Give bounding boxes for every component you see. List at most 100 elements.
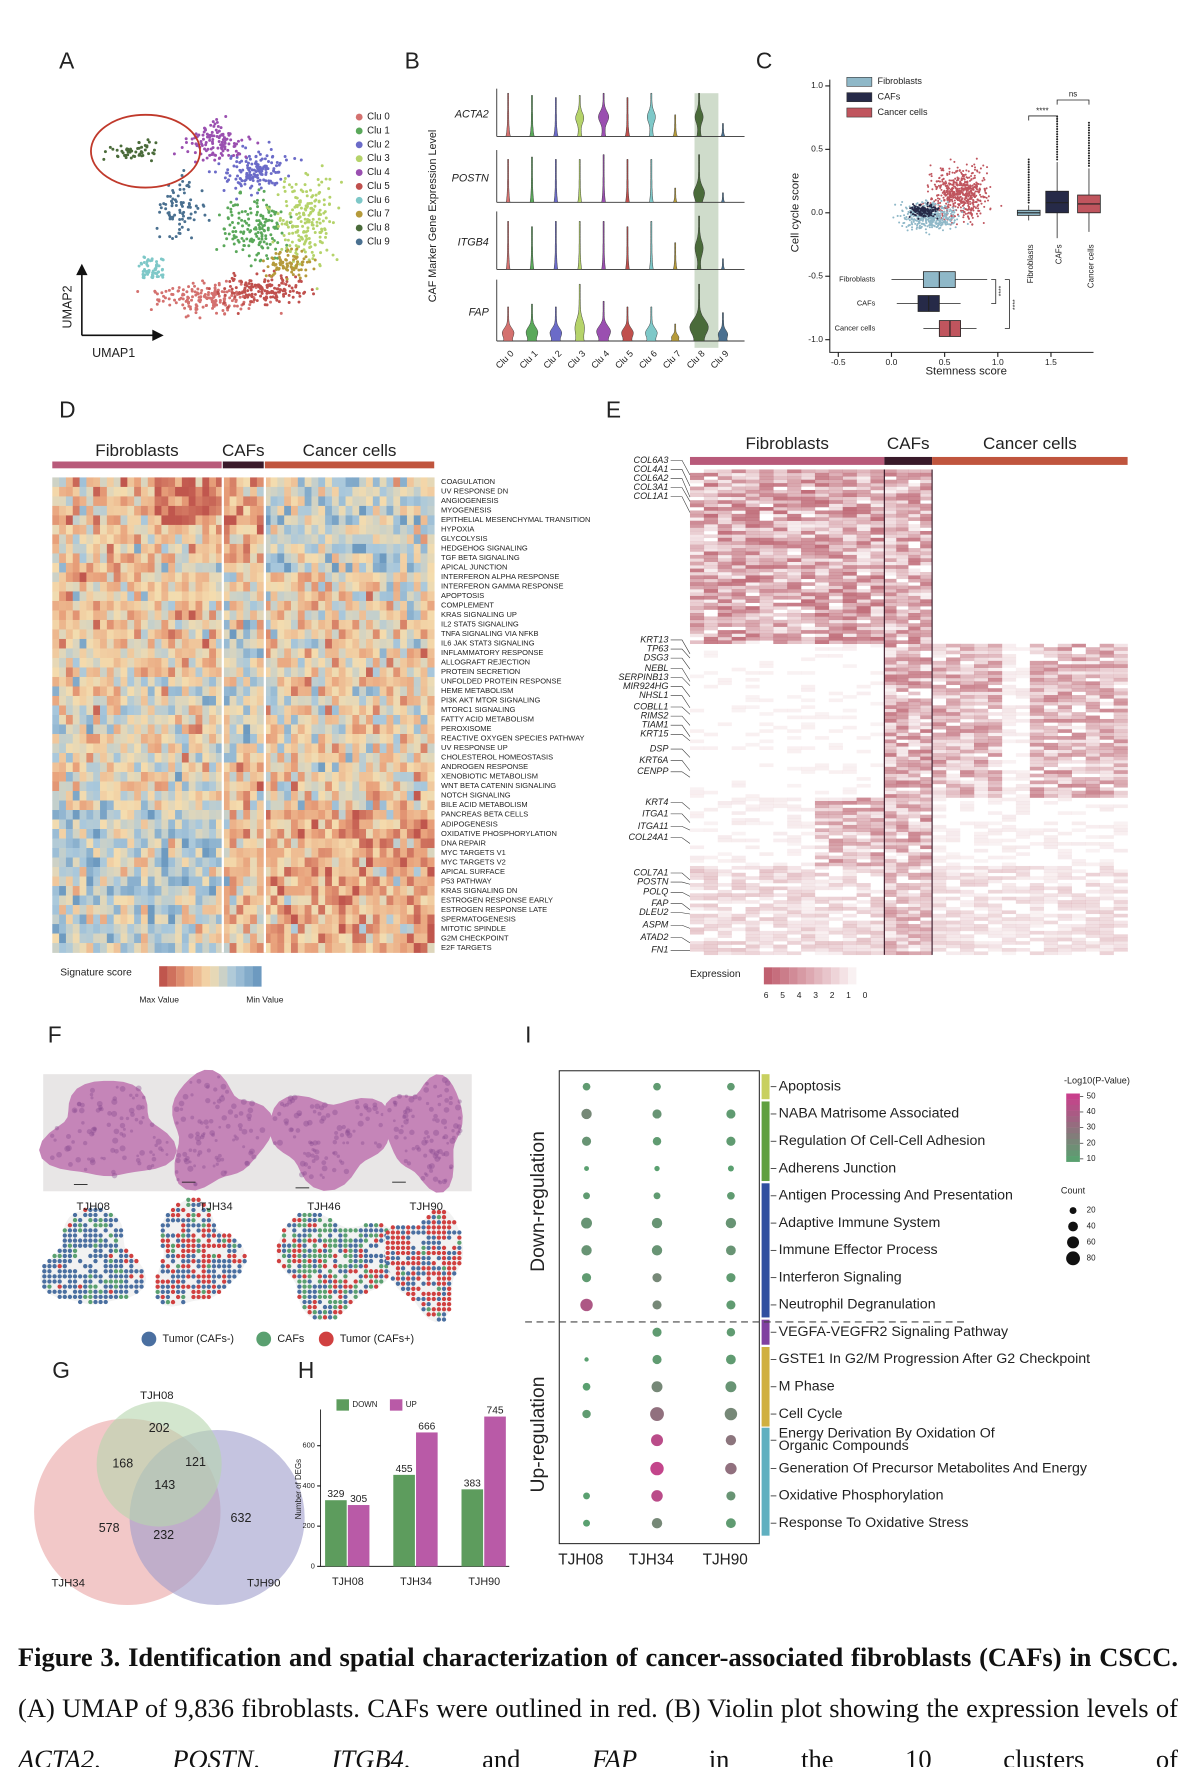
heat-cell: [393, 848, 401, 858]
heat-cell: [413, 486, 421, 497]
heat-cell: [161, 791, 169, 801]
heat-cell: [79, 686, 87, 697]
heat-cell: [243, 724, 251, 735]
heat-cell: [59, 867, 67, 877]
heat-cell: [202, 648, 210, 659]
scatter-point: [957, 193, 960, 196]
heat-cell: [297, 772, 305, 782]
heat-cell: [331, 648, 340, 659]
heat-cell: [195, 762, 203, 773]
heat-cell: [420, 515, 428, 526]
heat-cell: [72, 867, 80, 877]
umap-point: [284, 282, 288, 286]
heat-cell: [386, 600, 394, 611]
umap-point: [226, 171, 229, 175]
heat-cell: [413, 867, 421, 877]
umap-point: [277, 267, 281, 270]
umap-point: [273, 286, 277, 290]
heat-cell: [229, 515, 237, 526]
heat-cell: [93, 810, 101, 820]
heat-cell: [372, 581, 381, 592]
umap-point: [119, 144, 123, 148]
heat-cell: [113, 695, 121, 706]
heat-cell: [427, 810, 435, 820]
heat-cell: [359, 619, 367, 630]
heat-cell: [65, 838, 74, 849]
scatter-point: [976, 190, 979, 193]
heat-cell: [127, 867, 135, 877]
heat-cell: [420, 629, 428, 640]
scatter-point: [979, 200, 982, 203]
scatter-point: [930, 175, 933, 178]
heat-cell: [113, 562, 121, 573]
heat-cell: [72, 800, 80, 811]
heat-cell: [366, 714, 374, 725]
heat-cell: [154, 705, 162, 716]
heat-cell: [359, 534, 367, 545]
heat-cell: [181, 848, 190, 858]
heat-cell: [120, 667, 128, 678]
heat-cell: [154, 714, 162, 725]
axis-label: CAF Marker Gene Expression Level: [427, 130, 439, 303]
umap-point: [283, 238, 287, 242]
heat-cell: [93, 724, 101, 735]
heat-cell: [134, 829, 142, 839]
heat-cell: [147, 733, 155, 744]
heat-cell: [256, 686, 265, 697]
heat-cell: [59, 667, 67, 678]
heat-cell: [420, 791, 428, 801]
heat-cell: [372, 524, 381, 535]
umap-point: [269, 300, 272, 304]
heat-cell: [420, 572, 428, 583]
scatter-point: [953, 160, 956, 163]
scatter-point: [962, 207, 965, 210]
heat-cell: [359, 762, 367, 773]
heat-cell: [175, 724, 183, 735]
heat-cell: [297, 714, 305, 725]
heat-cell: [86, 810, 94, 820]
scatter-point: [972, 188, 975, 191]
heat-cell: [406, 638, 415, 649]
heat-cell: [52, 762, 60, 773]
umap-point: [213, 283, 217, 287]
heat-cell: [113, 819, 121, 830]
pathway-label: COMPLEMENT: [441, 601, 494, 610]
scatter-point: [963, 193, 966, 196]
heat-cell: [229, 610, 237, 621]
heat-cell: [291, 572, 299, 583]
heat-cell: [154, 657, 162, 668]
heat-cell: [127, 724, 135, 735]
legend-dot: [355, 155, 363, 163]
heat-cell: [270, 857, 278, 868]
heat-cell: [284, 819, 292, 830]
heat-cell: [93, 629, 101, 640]
scatter-point: [899, 203, 903, 206]
heat-cell: [140, 676, 149, 687]
heat-cell: [93, 772, 101, 782]
heat-cell: [229, 572, 237, 583]
heat-cell: [291, 534, 299, 545]
x-tick-label: 1.5: [1045, 357, 1057, 367]
outlier: [1056, 128, 1059, 131]
heat-cell: [93, 752, 101, 763]
heat-cell: [188, 772, 196, 782]
umap-point: [290, 266, 294, 270]
heat-cell: [297, 515, 305, 526]
heat-cell: [120, 496, 128, 507]
heat-cell: [59, 705, 67, 716]
umap-point: [255, 253, 259, 257]
umap-point: [309, 188, 312, 192]
heat-cell: [291, 524, 299, 535]
umap-point: [236, 181, 240, 185]
heat-cell: [120, 657, 128, 668]
heat-cell: [52, 810, 60, 820]
umap-point: [231, 230, 235, 234]
outlier: [1087, 144, 1090, 147]
heat-cell: [243, 477, 251, 488]
heat-cell: [372, 838, 381, 849]
heat-cell: [202, 562, 210, 573]
heat-cell: [168, 829, 176, 839]
umap-point: [260, 291, 264, 295]
umap-point: [140, 151, 144, 155]
heat-cell: [52, 591, 60, 602]
